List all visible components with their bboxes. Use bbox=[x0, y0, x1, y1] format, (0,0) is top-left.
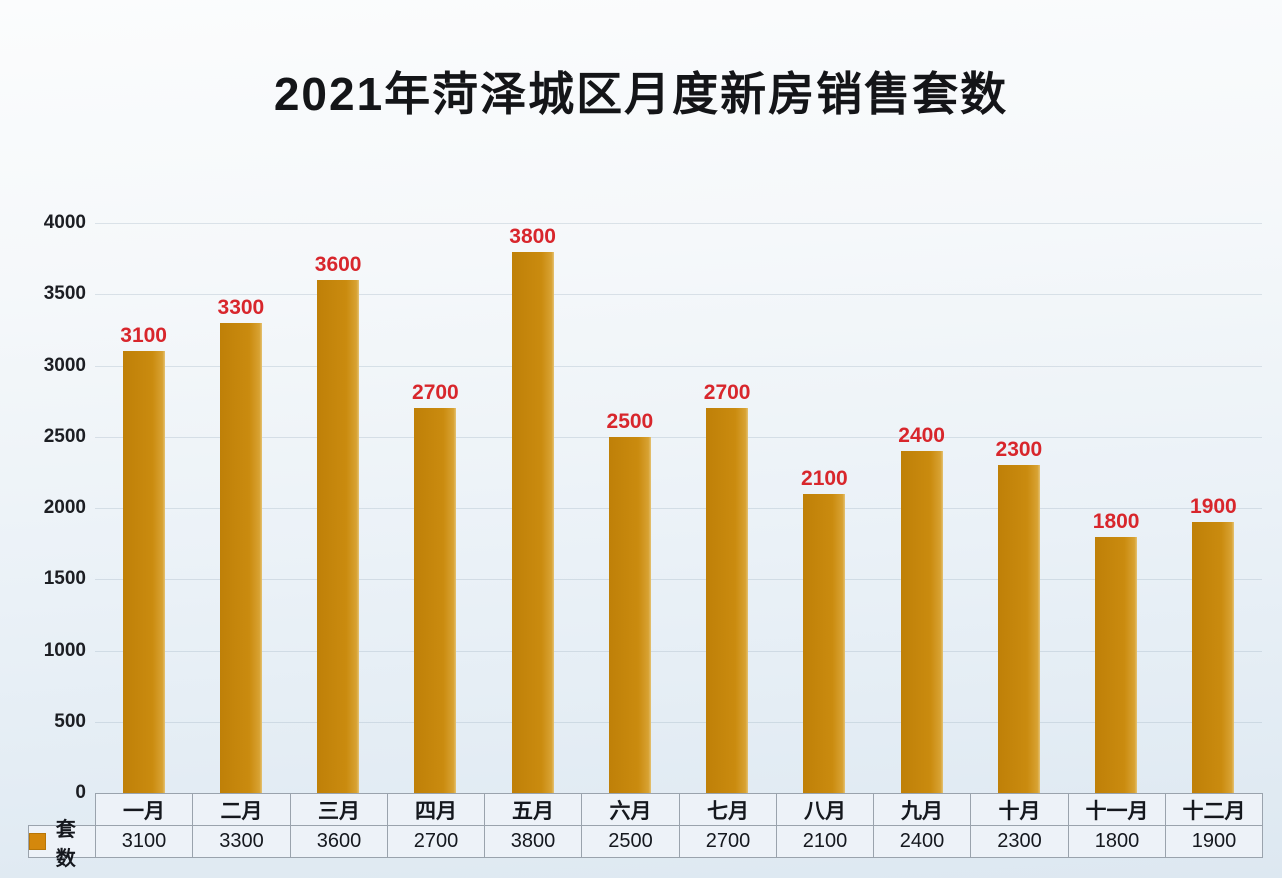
bar-month-6[interactable] bbox=[608, 436, 651, 793]
y-axis-tick-label-1500: 1500 bbox=[43, 568, 86, 590]
table-month-header-7: 七月 bbox=[679, 793, 777, 826]
bar-value-label-month-5: 3800 bbox=[509, 224, 556, 248]
y-axis-tick-label-2500: 2500 bbox=[43, 425, 86, 447]
table-value-cell-4: 2700 bbox=[387, 825, 485, 858]
gridline-1500 bbox=[95, 579, 1262, 581]
bar-month-2[interactable] bbox=[219, 322, 262, 793]
gridline-3000 bbox=[95, 365, 1262, 367]
bar-month-8[interactable] bbox=[803, 493, 846, 793]
gridline-2000 bbox=[95, 508, 1262, 509]
chart-data-table: 一月 3100 二月 3300 三月 3600 四月 2700 五月 3800 六月 2500 七月 27… bbox=[28, 793, 1267, 870]
table-value-cell-10: 2300 bbox=[970, 825, 1069, 858]
table-value-cell-11: 1800 bbox=[1068, 825, 1166, 858]
bar-month-11[interactable] bbox=[1095, 536, 1138, 793]
table-value-cell-12: 1900 bbox=[1165, 825, 1263, 858]
table-month-header-12: 十二月 bbox=[1165, 793, 1263, 826]
gridline-3500 bbox=[95, 294, 1262, 296]
gridline-500 bbox=[95, 721, 1262, 723]
y-axis-tick-label-1000: 1000 bbox=[43, 639, 86, 661]
y-axis-tick-label-3000: 3000 bbox=[43, 354, 86, 376]
bar-value-label-month-10: 2300 bbox=[995, 438, 1043, 462]
bar-month-1[interactable] bbox=[122, 351, 165, 793]
bar-value-label-month-2: 3300 bbox=[217, 295, 265, 319]
legend-label: 套数 bbox=[55, 818, 76, 870]
y-axis-tick-label-500: 500 bbox=[54, 710, 86, 732]
table-month-header-5: 五月 bbox=[484, 793, 582, 826]
table-month-header-6: 六月 bbox=[581, 793, 680, 826]
table-month-header-8: 八月 bbox=[776, 793, 874, 826]
y-axis-tick-label-0: 0 bbox=[75, 782, 86, 803]
y-axis-tick-label-2000: 2000 bbox=[43, 497, 86, 518]
table-value-cell-1: 3100 bbox=[95, 825, 193, 858]
table-month-header-3: 三月 bbox=[290, 793, 388, 826]
table-value-cell-6: 2500 bbox=[581, 825, 680, 858]
table-value-cell-9: 2400 bbox=[873, 825, 971, 858]
table-value-cell-5: 3800 bbox=[484, 825, 582, 858]
bar-value-label-month-12: 1900 bbox=[1190, 495, 1237, 519]
bar-value-label-month-11: 1800 bbox=[1092, 509, 1140, 533]
chart-title: 2021年菏泽城区月度新房销售套数 bbox=[273, 68, 1009, 120]
gridline-1000 bbox=[95, 650, 1262, 652]
table-month-header-11: 十一月 bbox=[1068, 793, 1166, 826]
table-month-header-10: 十月 bbox=[970, 793, 1069, 826]
y-axis-tick-label-3500: 3500 bbox=[43, 283, 86, 305]
table-value-cell-7: 2700 bbox=[679, 825, 777, 858]
bar-month-5[interactable] bbox=[511, 251, 554, 793]
table-month-header-2: 二月 bbox=[192, 793, 291, 826]
table-value-cell-3: 3600 bbox=[290, 825, 388, 858]
y-axis-tick-label-4000: 4000 bbox=[43, 212, 86, 233]
legend-swatch-icon bbox=[29, 833, 46, 850]
bar-month-12[interactable] bbox=[1192, 522, 1235, 793]
table-value-cell-2: 3300 bbox=[192, 825, 291, 858]
bar-month-4[interactable] bbox=[414, 408, 457, 793]
bar-value-label-month-3: 3600 bbox=[314, 253, 362, 276]
bar-value-label-month-4: 2700 bbox=[412, 381, 459, 405]
legend-cell: 套数 bbox=[28, 819, 96, 870]
bar-value-label-month-7: 2700 bbox=[703, 381, 751, 405]
table-month-header-4: 四月 bbox=[387, 793, 485, 826]
table-value-cell-8: 2100 bbox=[776, 825, 874, 858]
table-month-header-9: 九月 bbox=[873, 793, 971, 826]
bar-month-3[interactable] bbox=[317, 280, 360, 793]
bar-month-10[interactable] bbox=[997, 465, 1040, 793]
gridline-2500 bbox=[95, 436, 1262, 438]
bar-month-9[interactable] bbox=[900, 451, 943, 793]
gridline-4000 bbox=[95, 223, 1262, 224]
bar-value-label-month-9: 2400 bbox=[898, 424, 945, 447]
table-month-header-1: 一月 bbox=[95, 793, 193, 826]
bar-value-label-month-1: 3100 bbox=[120, 324, 167, 348]
bar-value-label-month-6: 2500 bbox=[606, 409, 654, 433]
bar-value-label-month-8: 2100 bbox=[801, 466, 848, 490]
bar-month-7[interactable] bbox=[706, 408, 749, 793]
